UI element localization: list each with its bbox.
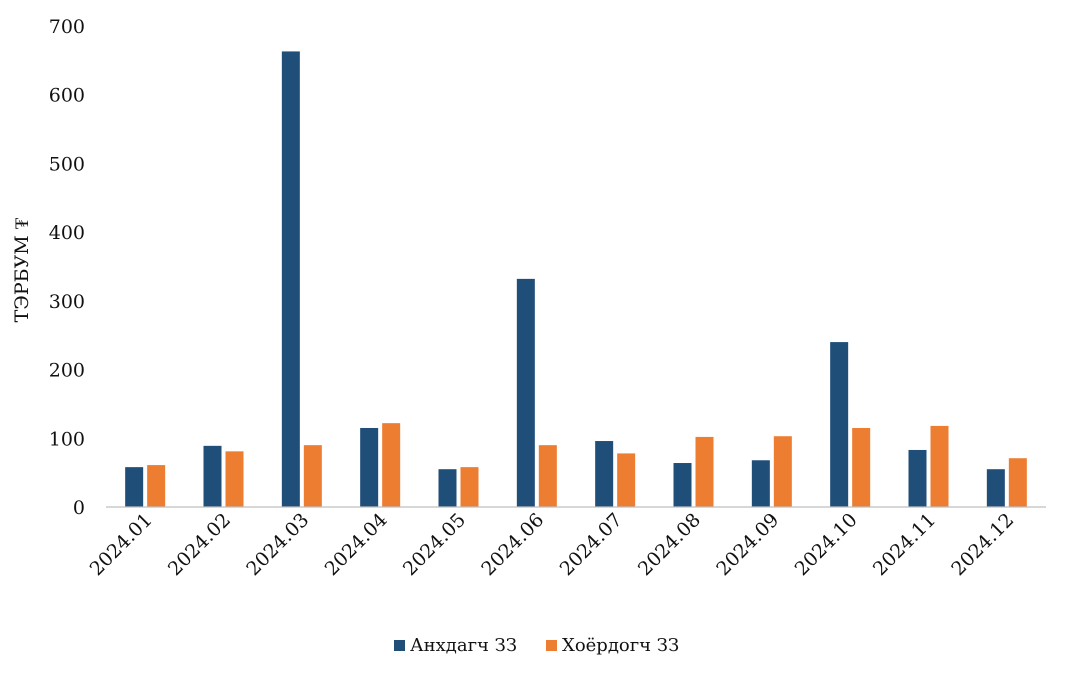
y-tick-label: 0	[73, 497, 85, 519]
x-axis-ticks: 2024.01 2024.02 2024.03 2024.04 2024.05 2024.…	[86, 509, 1019, 580]
x-tick-label: 2024.11	[869, 509, 940, 580]
bar-series-1-2024.08	[673, 463, 692, 507]
bar-series-2-2024.02	[225, 451, 244, 507]
x-tick-label: 2024.04	[321, 509, 392, 580]
legend-swatch	[546, 640, 557, 651]
bar-series-1-2024.10	[830, 342, 849, 507]
y-axis-label: ТЭРБУМ ₮	[11, 217, 33, 322]
x-tick-label: 2024.12	[947, 509, 1018, 580]
x-tick-label: 2024.09	[712, 509, 783, 580]
x-tick-label: 2024.07	[556, 509, 627, 580]
bar-series-2-2024.04	[382, 423, 401, 507]
legend: Анхдагч ЗЗ Хоёрдогч ЗЗ	[394, 635, 679, 656]
bar-series-1-2024.05	[438, 469, 457, 507]
bar-series-1-2024.04	[360, 427, 379, 507]
x-tick-label: 2024.05	[399, 509, 470, 580]
bar-series-2-2024.09	[773, 436, 792, 507]
x-tick-label: 2024.10	[791, 509, 862, 580]
y-tick-label: 200	[49, 360, 85, 382]
x-tick-label: 2024.08	[634, 509, 705, 580]
bar-series-2-2024.06	[538, 445, 557, 507]
bar-series-1-2024.07	[595, 441, 614, 507]
bar-series-2-2024.03	[303, 445, 322, 507]
y-tick-label: 500	[49, 153, 85, 175]
bar-series-1-2024.12	[986, 469, 1005, 507]
y-tick-label: 600	[49, 85, 85, 107]
bar-series-1-2024.11	[908, 449, 927, 507]
bar-series-1-2024.03	[281, 51, 300, 507]
legend-label: Хоёрдогч ЗЗ	[562, 635, 679, 656]
y-axis-ticks: 0 100 200 300 400 500 600 700	[49, 16, 85, 519]
bar-series-1-2024.06	[516, 278, 535, 507]
x-tick-label: 2024.03	[242, 509, 313, 580]
bar-series-2-2024.07	[617, 453, 636, 507]
x-tick-label: 2024.01	[86, 509, 157, 580]
bar-series-1-2024.02	[203, 445, 222, 507]
legend-swatch	[394, 640, 405, 651]
bar-series-2-2024.01	[147, 465, 166, 507]
bar-series-2-2024.10	[852, 427, 871, 507]
bar-series-2-2024.12	[1008, 458, 1027, 507]
x-tick-label: 2024.02	[164, 509, 235, 580]
bar-series-2-2024.08	[695, 436, 714, 507]
y-tick-label: 300	[49, 291, 85, 313]
bar-series-1-2024.09	[751, 460, 770, 507]
y-tick-label: 100	[49, 428, 85, 450]
bar-series-2-2024.11	[930, 425, 949, 507]
legend-label: Анхдагч ЗЗ	[410, 635, 517, 656]
y-tick-label: 400	[49, 222, 85, 244]
x-tick-label: 2024.06	[477, 509, 548, 580]
y-tick-label: 700	[49, 16, 85, 38]
bar-series-1-2024.01	[125, 467, 144, 507]
bar-series-2-2024.05	[460, 467, 479, 507]
bars	[125, 51, 1027, 507]
